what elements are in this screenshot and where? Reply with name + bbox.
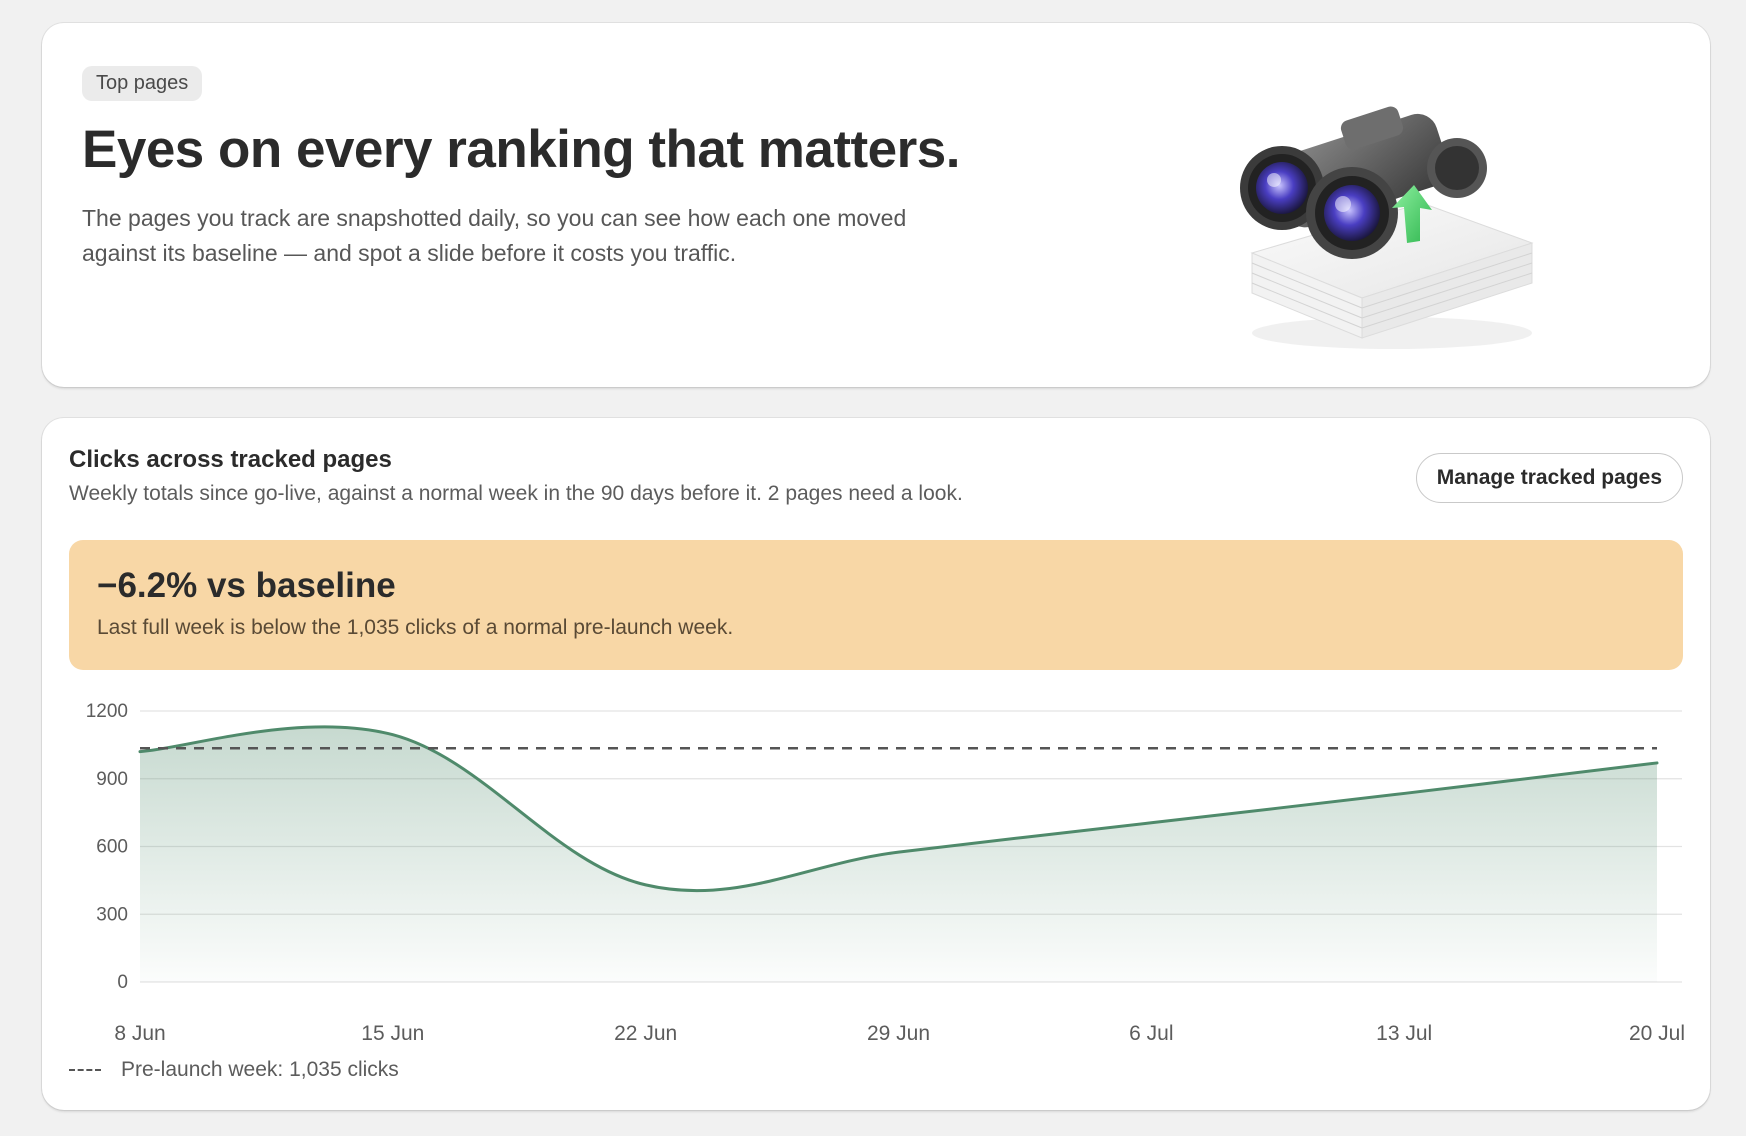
- baseline-alert-banner: −6.2% vs baseline Last full week is belo…: [69, 540, 1683, 670]
- dashed-line-legend-icon: [69, 1069, 101, 1071]
- top-pages-badge: Top pages: [82, 66, 203, 101]
- x-tick-label: 15 Jun: [361, 1022, 424, 1045]
- x-tick-label: 22 Jun: [614, 1022, 677, 1045]
- series-line: [138, 725, 1659, 893]
- x-tick-label: 8 Jun: [114, 1022, 165, 1045]
- x-tick-label: 6 Jul: [1129, 1022, 1173, 1045]
- alert-title: −6.2% vs baseline: [97, 566, 396, 605]
- y-tick-label: 1200: [86, 701, 128, 722]
- hero-title: Eyes on every ranking that matters.: [82, 120, 960, 179]
- y-tick-label: 600: [96, 837, 128, 858]
- series-area-fill: [140, 726, 1657, 982]
- y-axis-labels: 0 300 600 900 1200: [86, 701, 128, 993]
- y-tick-label: 0: [117, 972, 128, 993]
- series-area: [138, 725, 1659, 982]
- hero-card: Top pages Eyes on every ranking that mat…: [42, 23, 1710, 387]
- chart-legend: Pre-launch week: 1,035 clicks: [69, 1058, 399, 1082]
- x-tick-label: 20 Jul: [1629, 1022, 1685, 1045]
- x-axis-labels: 8 Jun 15 Jun 22 Jun 29 Jun 6 Jul 13 Jul 20 Jul: [114, 1022, 1685, 1045]
- x-tick-label: 29 Jun: [867, 1022, 930, 1045]
- legend-label: Pre-launch week: 1,035 clicks: [121, 1058, 399, 1081]
- clicks-chart-card: Clicks across tracked pages Weekly total…: [42, 418, 1710, 1110]
- manage-tracked-pages-button[interactable]: Manage tracked pages: [1415, 453, 1683, 503]
- chart-card-title: Clicks across tracked pages: [69, 446, 392, 473]
- y-tick-label: 900: [96, 769, 128, 790]
- alert-text: Last full week is below the 1,035 clicks…: [97, 616, 734, 639]
- binoculars-illustration: [1240, 106, 1534, 349]
- chart-card-subtitle: Weekly totals since go-live, against a n…: [69, 482, 963, 505]
- y-tick-label: 300: [96, 904, 128, 925]
- hero-description: The pages you track are snapshotted dail…: [82, 205, 907, 266]
- x-tick-label: 13 Jul: [1376, 1022, 1432, 1045]
